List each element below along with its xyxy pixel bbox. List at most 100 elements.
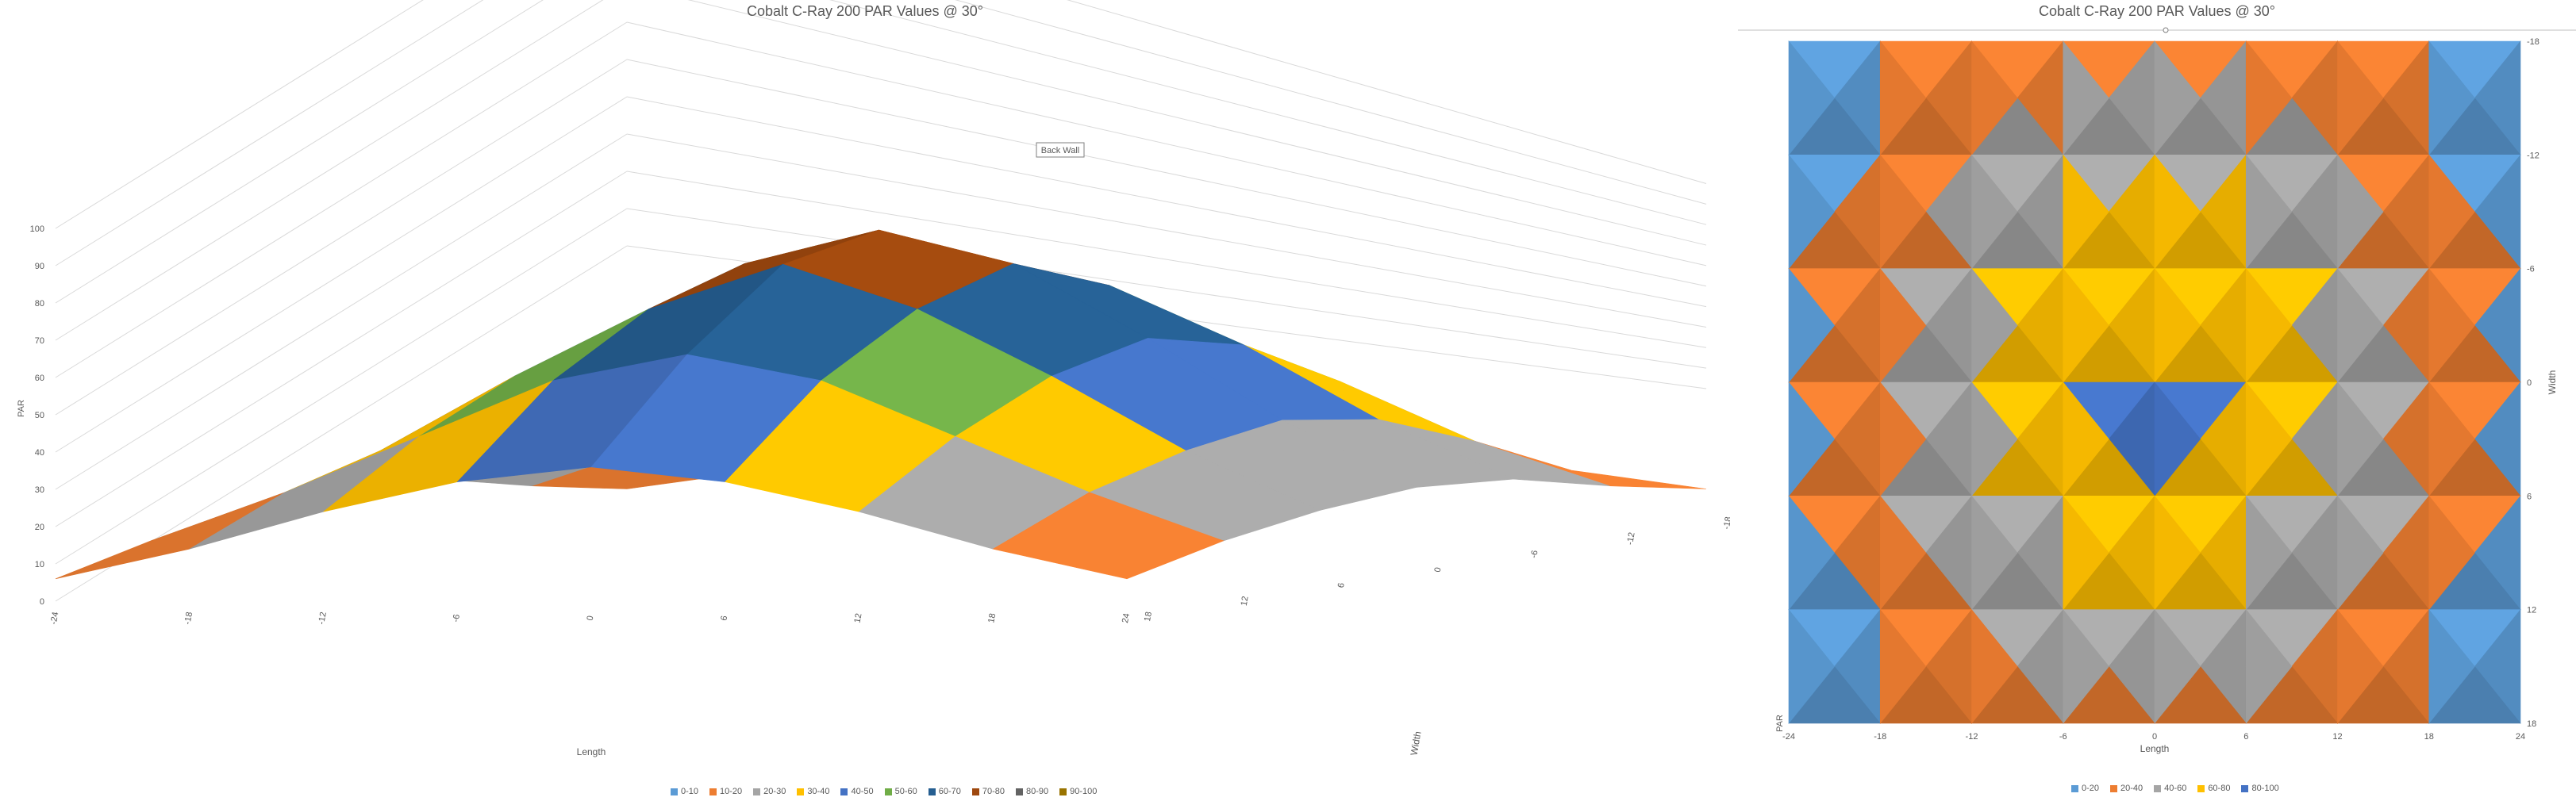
z-tick-label: 0 [40,597,44,607]
contour-legend-swatch [2110,784,2118,792]
width-tick-label: 6 [1336,582,1347,588]
surface-chart[interactable]: Cobalt C-Ray 200 PAR Values @ 30° 0 10 20 3… [0,0,1733,805]
surface-legend-swatch [753,788,761,795]
contour-length-tick-label: 18 [2424,732,2434,742]
length-tick-label: -12 [317,611,329,626]
contour-width-tick-label: 6 [2527,492,2532,501]
width-axis-title: Width [1409,730,1424,757]
contour-facet [2428,154,2475,270]
contour-facet [2428,267,2475,383]
z-tick-label: 30 [35,485,44,495]
contour-facet [2063,40,2109,156]
surface-legend-item: 60-70 [928,787,961,796]
contour-facet [2063,495,2109,611]
surface-legend-label: 60-70 [938,787,961,796]
contour-legend-item: 60-80 [2197,784,2230,793]
contour-legend-label: 40-60 [2164,784,2187,793]
contour-length-tick-label: 24 [2516,732,2525,742]
surface-legend: 0-10 10-20 20-30 30-40 40-50 50-60 60-70 70-80 8… [671,787,1097,796]
z-gridline-back [626,208,1707,369]
contour-legend-item: 80-100 [2241,784,2279,793]
contour-facet [1971,381,2018,497]
surface-legend-swatch [1059,788,1067,795]
width-tick-label: -6 [1529,550,1540,559]
surface-legend-item: 30-40 [797,787,829,796]
contour-facet [2337,267,2384,383]
contour-chart-title: Cobalt C-Ray 200 PAR Values @ 30° [2039,3,2275,19]
length-tick-label: -18 [183,611,195,626]
contour-legend-item: 20-40 [2110,784,2143,793]
contour-facet [1788,381,1836,497]
contour-length-tick-label: -24 [1782,732,1795,742]
contour-legend-label: 20-40 [2120,784,2143,793]
z-gridline-back [626,96,1707,308]
contour-chart[interactable]: Cobalt C-Ray 200 PAR Values @ 30° -24 -18… [1738,0,2576,805]
contour-width-tick-label: -6 [2527,265,2535,274]
contour-facet [1971,154,2018,270]
z-tick-label: 20 [35,523,44,532]
z-tick-label: 100 [30,224,44,234]
contour-length-tick-label: -6 [2059,732,2067,742]
contour-facet [1788,608,1836,724]
contour-facet [2245,40,2293,156]
z-gridline-back [687,0,1707,246]
surface-legend-item: 0-10 [671,787,698,796]
length-tick-label: -24 [49,611,61,626]
contour-facet [2063,154,2109,270]
contour-facet [2154,495,2201,611]
z-gridline-back [626,171,1707,348]
z-gridline-left [55,0,604,341]
back-wall-annotation: Back Wall [1036,142,1085,158]
surface-legend-label: 0-10 [681,787,699,796]
z-tick-label: 60 [35,374,44,383]
contour-handle [2163,27,2169,33]
contour-facet [2154,40,2201,156]
length-axis-title: Length [577,746,606,757]
surface-legend-label: 40-50 [851,787,874,796]
z-gridline-left [55,208,628,565]
width-tick-label: 18 [1143,611,1154,622]
z-tick-label: 50 [35,411,44,420]
contour-facet [1879,154,1927,270]
contour-legend-label: 0-20 [2082,784,2100,793]
z-gridline-left [55,21,628,378]
width-tick-label: -12 [1625,531,1637,546]
contour-facet [1971,495,2018,611]
contour-legend-swatch [2071,784,2078,792]
contour-facet [2428,381,2475,497]
surface-legend-item: 70-80 [971,787,1005,796]
contour-facet [2428,40,2475,156]
surface-legend-item: 10-20 [709,787,742,796]
contour-width-tick-label: -12 [2527,151,2539,160]
contour-facet [1879,381,1927,497]
z-gridline-left [55,59,628,416]
contour-legend: 0-20 20-40 40-60 60-80 80-100 [2071,784,2279,793]
contour-legend-item: 0-20 [2071,784,2099,793]
z-tick-label: 70 [35,336,44,346]
width-tick-label: 12 [1240,596,1251,607]
length-tick-label: 0 [586,615,596,621]
contour-facet [1788,495,1836,611]
z-tick-label: 40 [35,448,44,458]
contour-facet [1788,40,1836,156]
surface-legend-label: 50-60 [894,787,917,796]
z-tick-label: 90 [35,262,44,271]
contour-facet [2428,495,2475,611]
z-gridline-back [829,0,1707,225]
surface-legend-item: 80-90 [1016,787,1048,796]
surface-back-wall [55,0,1707,602]
contour-legend-swatch [2154,784,2162,792]
contour-facet [2337,608,2384,724]
surface-legend-swatch [840,788,848,795]
surface-legend-item: 20-30 [753,787,786,796]
contour-facet [2428,608,2475,724]
contour-facet [2245,154,2293,270]
contour-facet [2154,608,2201,724]
contour-facet [1971,40,2018,156]
contour-legend-swatch [2241,784,2249,792]
length-tick-label: 6 [719,615,729,621]
contour-facet [2337,40,2384,156]
contour-facet [2154,381,2201,497]
contour-facet [2337,154,2384,270]
surface-legend-label: 10-20 [720,787,743,796]
